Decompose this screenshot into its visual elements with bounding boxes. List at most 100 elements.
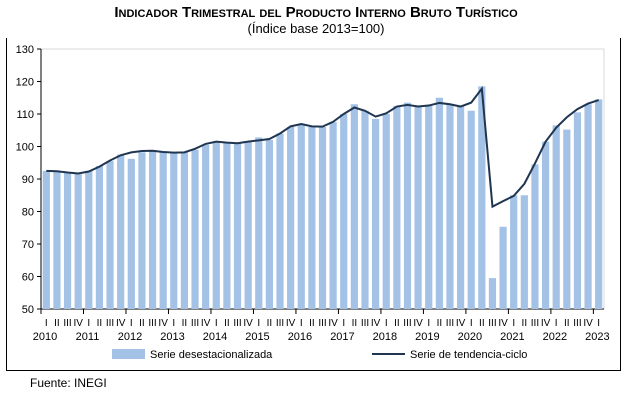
bar xyxy=(573,112,582,309)
quarter-label: II xyxy=(267,318,273,329)
year-label: 2014 xyxy=(203,331,227,343)
bar xyxy=(255,137,263,309)
quarter-label: I xyxy=(130,318,133,329)
quarter-label: II xyxy=(54,318,60,329)
quarter-label: I xyxy=(172,318,175,329)
quarter-label: IV xyxy=(456,318,466,329)
bar xyxy=(382,114,390,309)
quarter-label: III xyxy=(446,318,454,329)
bar xyxy=(117,154,125,309)
trend-line xyxy=(46,85,600,209)
chart-frame xyxy=(6,38,621,371)
quarter-label: II xyxy=(97,318,103,329)
quarter-label: III xyxy=(276,318,284,329)
quarter-label: I xyxy=(45,318,48,329)
quarter-label: IV xyxy=(116,318,126,329)
quarter-label: II xyxy=(394,318,400,329)
bar xyxy=(318,127,327,309)
year-label: 2023 xyxy=(585,331,609,343)
quarter-label: IV xyxy=(498,318,508,329)
bar xyxy=(329,122,337,309)
bar xyxy=(233,143,242,309)
quarter-label: II xyxy=(522,318,528,329)
bar xyxy=(478,86,486,309)
y-tick-label: 120 xyxy=(16,77,34,89)
quarter-label: III xyxy=(191,318,199,329)
quarter-label: I xyxy=(385,318,388,329)
bar xyxy=(393,105,401,309)
year-label: 2016 xyxy=(288,331,312,343)
bar xyxy=(138,152,146,309)
bar xyxy=(541,141,550,309)
bar xyxy=(595,99,603,309)
quarter-label: I xyxy=(342,318,345,329)
bar xyxy=(63,173,72,309)
year-label: 2021 xyxy=(500,331,524,343)
quarter-label: III xyxy=(233,318,241,329)
quarter-label: IV xyxy=(286,318,296,329)
quarter-label: IV xyxy=(583,318,593,329)
year-label: 2012 xyxy=(118,331,142,343)
bar xyxy=(510,195,518,309)
bar xyxy=(74,174,82,309)
year-label: 2017 xyxy=(330,331,354,343)
quarter-label: IV xyxy=(73,318,83,329)
bar xyxy=(456,105,465,309)
quarter-label: IV xyxy=(243,318,253,329)
year-label: 2011 xyxy=(76,331,100,343)
bar xyxy=(414,105,422,309)
quarter-label: II xyxy=(352,318,358,329)
bar xyxy=(467,110,475,309)
quarter-label: III xyxy=(531,318,539,329)
bar xyxy=(180,152,189,309)
bar xyxy=(435,97,443,309)
year-label: 2013 xyxy=(160,331,184,343)
legend-label-bars: Serie desestacionalizada xyxy=(150,349,273,361)
legend-swatch-bars xyxy=(112,349,145,359)
bar xyxy=(148,151,157,309)
bar xyxy=(340,114,348,309)
quarter-label: I xyxy=(470,318,473,329)
bar xyxy=(531,164,539,309)
bar xyxy=(276,133,284,309)
year-label: 2010 xyxy=(33,331,57,343)
bar xyxy=(520,195,528,309)
quarter-label: I xyxy=(427,318,430,329)
quarter-label: II xyxy=(437,318,443,329)
bar xyxy=(361,110,369,309)
bar xyxy=(202,144,210,309)
bar xyxy=(552,125,560,309)
bar xyxy=(403,102,412,309)
bar xyxy=(563,129,571,309)
quarter-label: III xyxy=(488,318,496,329)
bar xyxy=(127,158,135,309)
quarter-label: IV xyxy=(413,318,423,329)
y-tick-label: 110 xyxy=(16,109,34,121)
quarter-label: III xyxy=(573,318,581,329)
quarter-label: I xyxy=(512,318,515,329)
quarter-label: I xyxy=(87,318,90,329)
chart-subtitle: (Índice base 2013=100) xyxy=(247,21,385,36)
y-tick-label: 50 xyxy=(22,304,34,316)
quarter-label: II xyxy=(224,318,230,329)
year-label: 2018 xyxy=(373,331,397,343)
bar xyxy=(95,166,104,309)
quarter-label: II xyxy=(182,318,188,329)
bar xyxy=(350,104,358,309)
quarter-label: II xyxy=(139,318,145,329)
quarter-label: IV xyxy=(371,318,381,329)
bar xyxy=(446,104,454,309)
bar xyxy=(106,161,114,309)
quarter-label: I xyxy=(597,318,600,329)
bar xyxy=(85,170,93,309)
bar xyxy=(212,141,220,309)
y-tick-label: 130 xyxy=(16,44,34,56)
y-tick-label: 80 xyxy=(22,207,34,219)
source-note: Fuente: INEGI xyxy=(30,376,107,390)
quarter-label: I xyxy=(257,318,260,329)
quarter-label: I xyxy=(215,318,218,329)
quarter-label: IV xyxy=(541,318,551,329)
y-tick-label: 60 xyxy=(22,272,34,284)
bar xyxy=(499,226,507,309)
quarter-label: III xyxy=(106,318,114,329)
